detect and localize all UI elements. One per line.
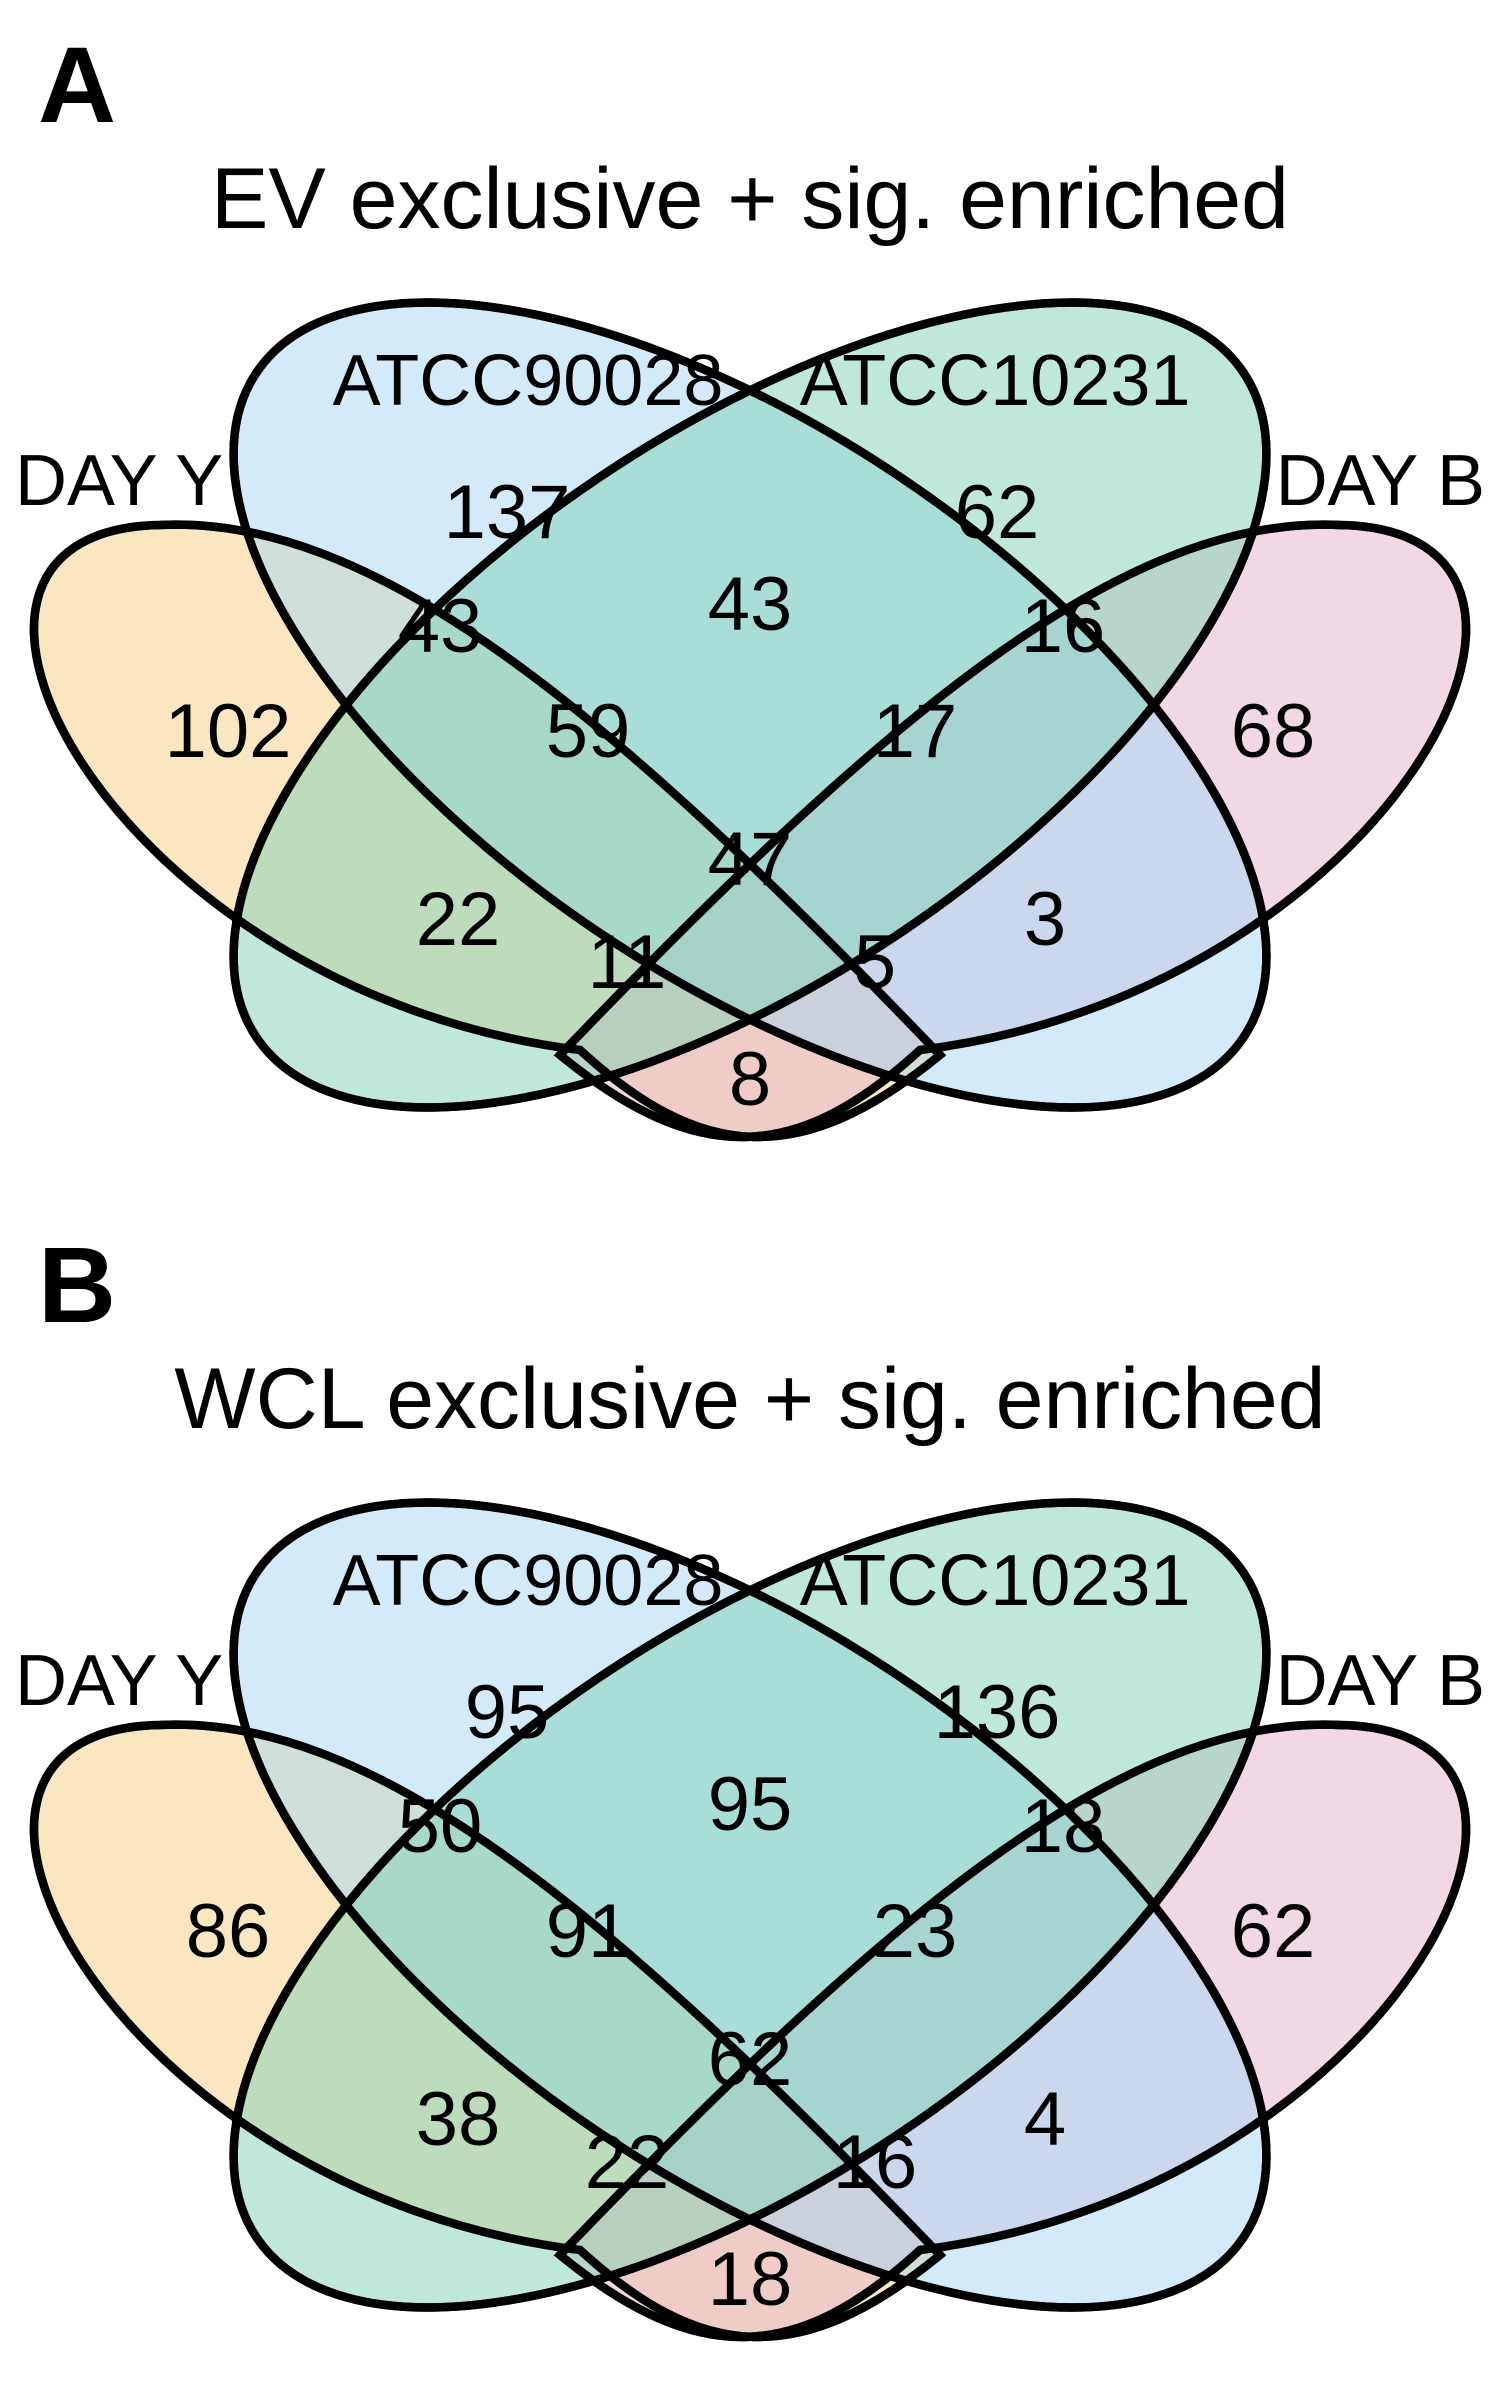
count-atcc10231-dayb: 18 <box>1021 1784 1106 1869</box>
outline-atcc10231 <box>229 298 1271 1112</box>
venn-diagram-b: B WCL exclusive + sig. enriched DAY Y AT… <box>15 1224 1485 2342</box>
count-atcc90028-only: 95 <box>465 1670 550 1755</box>
count-dayy-atcc90028-atcc10231: 59 <box>546 689 631 774</box>
outline-atcc90028 <box>229 298 1271 1112</box>
count-dayy-atcc10231: 38 <box>416 2077 501 2162</box>
panel-letter: B <box>38 1224 116 1345</box>
outline-day-b <box>553 1720 1471 2342</box>
count-atcc90028-atcc10231-dayb: 17 <box>873 689 958 774</box>
count-atcc90028-dayb: 3 <box>1024 877 1066 962</box>
count-dayy-atcc10231: 22 <box>416 877 501 962</box>
count-dayy-dayb: 18 <box>708 2237 793 2322</box>
outline-atcc10231 <box>229 1498 1271 2312</box>
count-atcc90028-dayb: 4 <box>1024 2077 1066 2162</box>
count-dayb-only: 68 <box>1231 689 1316 774</box>
count-dayy-only: 86 <box>186 1889 271 1974</box>
set-label-day-b: DAY B <box>1276 441 1485 521</box>
panel-letter: A <box>38 24 116 145</box>
set-label-day-y: DAY Y <box>15 1641 223 1721</box>
count-atcc10231-only: 62 <box>955 470 1040 555</box>
venn-diagram-a: A EV exclusive + sig. enriched DAY Y ATC… <box>15 24 1485 1142</box>
count-atcc10231-dayb: 16 <box>1021 584 1106 669</box>
count-atcc90028-atcc10231: 43 <box>708 562 793 647</box>
count-dayy-atcc90028: 50 <box>398 1784 483 1869</box>
count-dayy-atcc90028-dayb: 5 <box>854 920 896 1005</box>
count-all-four: 62 <box>708 2017 793 2102</box>
count-all-four: 47 <box>708 817 793 902</box>
set-label-atcc90028: ATCC90028 <box>333 341 724 421</box>
set-label-atcc90028: ATCC90028 <box>333 1541 724 1621</box>
count-dayy-atcc90028: 43 <box>398 584 483 669</box>
outline-day-y <box>29 1720 947 2342</box>
outline-day-y <box>29 520 947 1142</box>
count-atcc90028-only: 137 <box>444 470 571 555</box>
count-atcc90028-atcc10231: 95 <box>708 1762 793 1847</box>
set-label-day-y: DAY Y <box>15 441 223 521</box>
panel-title: EV exclusive + sig. enriched <box>211 151 1289 247</box>
count-dayy-atcc10231-dayb: 22 <box>585 2120 670 2205</box>
panel-title: WCL exclusive + sig. enriched <box>174 1351 1325 1447</box>
panel-b: B WCL exclusive + sig. enriched DAY Y AT… <box>0 1200 1500 2400</box>
count-atcc90028-atcc10231-dayb: 23 <box>873 1889 958 1974</box>
set-label-atcc10231: ATCC10231 <box>800 341 1191 421</box>
count-dayy-atcc90028-atcc10231: 91 <box>546 1889 631 1974</box>
set-label-atcc10231: ATCC10231 <box>800 1541 1191 1621</box>
count-dayy-dayb: 8 <box>729 1037 771 1122</box>
count-atcc10231-only: 136 <box>934 1670 1061 1755</box>
count-dayy-atcc90028-dayb: 16 <box>833 2120 918 2205</box>
count-dayy-atcc10231-dayb: 11 <box>588 920 667 1005</box>
panel-a: A EV exclusive + sig. enriched DAY Y ATC… <box>15 24 1485 1142</box>
set-label-day-b: DAY B <box>1276 1641 1485 1721</box>
outline-day-b <box>553 520 1471 1142</box>
outline-atcc90028 <box>229 1498 1271 2312</box>
count-dayy-only: 102 <box>165 689 292 774</box>
count-dayb-only: 62 <box>1231 1889 1316 1974</box>
